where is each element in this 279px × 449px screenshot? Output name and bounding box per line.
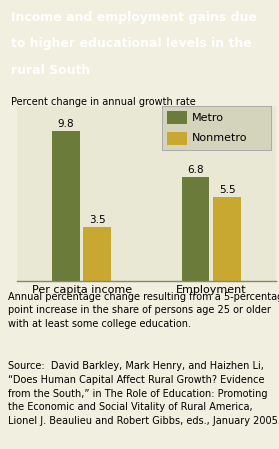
Text: Metro: Metro <box>192 113 224 123</box>
Bar <box>52 132 80 281</box>
Bar <box>213 197 241 281</box>
Text: rural South: rural South <box>11 64 90 76</box>
Bar <box>167 111 187 124</box>
Bar <box>182 177 210 281</box>
Text: Income and employment gains due: Income and employment gains due <box>11 11 257 24</box>
Text: Annual percentage change resulting from a 5-percentage-
point increase in the sh: Annual percentage change resulting from … <box>8 292 279 329</box>
Text: Source:  David Barkley, Mark Henry, and Haizhen Li,
“Does Human Capital Affect R: Source: David Barkley, Mark Henry, and H… <box>8 361 279 426</box>
Text: to higher educational levels in the: to higher educational levels in the <box>11 37 252 50</box>
Text: 3.5: 3.5 <box>89 215 106 225</box>
Bar <box>83 227 111 281</box>
Text: 5.5: 5.5 <box>219 185 235 194</box>
Bar <box>167 132 187 145</box>
Text: 6.8: 6.8 <box>187 165 204 175</box>
Text: Percent change in annual growth rate: Percent change in annual growth rate <box>11 97 196 107</box>
Text: 9.8: 9.8 <box>57 119 74 129</box>
Text: Nonmetro: Nonmetro <box>192 133 248 143</box>
